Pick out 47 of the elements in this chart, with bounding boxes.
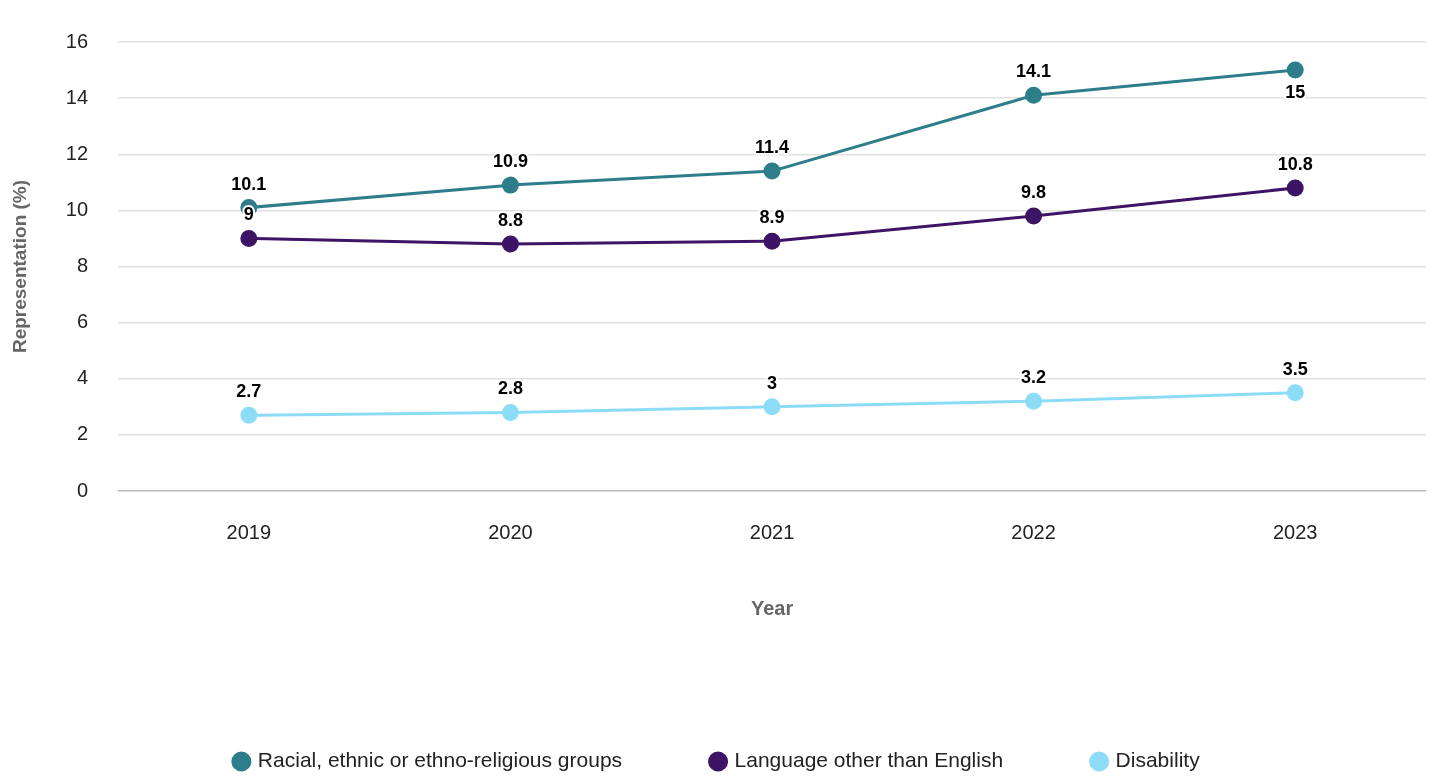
- data-label: 15: [1285, 82, 1306, 103]
- point: [1025, 392, 1043, 410]
- point: [240, 229, 258, 247]
- data-label: 10.8: [1277, 153, 1313, 174]
- point: [1286, 179, 1304, 197]
- point: [1286, 61, 1304, 79]
- data-label: 2.7: [236, 381, 262, 402]
- data-label: 3: [767, 372, 778, 393]
- y-tick-label: 2: [76, 422, 89, 445]
- point: [763, 398, 781, 416]
- point: [501, 235, 519, 253]
- x-tick-label: 2021: [749, 520, 795, 543]
- data-label: 9.8: [1021, 181, 1047, 202]
- data-label: 8.8: [497, 210, 523, 231]
- data-label: 14.1: [1016, 61, 1052, 82]
- data-label: 10.9: [492, 151, 528, 172]
- y-tick-label: 16: [65, 29, 89, 52]
- point: [240, 406, 258, 424]
- data-label: 2.8: [497, 378, 523, 399]
- y-tick-label: 12: [65, 141, 89, 164]
- point: [1286, 384, 1304, 402]
- data-label: 10.1: [231, 173, 267, 194]
- y-tick-label: 0: [76, 478, 89, 501]
- legend-label: Disability: [1115, 748, 1201, 772]
- point: [763, 232, 781, 250]
- y-axis-title: Representation (%): [8, 179, 30, 354]
- point: [501, 403, 519, 421]
- x-tick-label: 2022: [1011, 520, 1056, 543]
- legend-label: Racial, ethnic or ethno-religious groups: [257, 748, 623, 772]
- y-tick-label: 10: [65, 197, 89, 220]
- y-tick-label: 8: [76, 254, 89, 277]
- y-tick-label: 14: [65, 85, 89, 108]
- y-tick-label: 4: [76, 366, 89, 389]
- x-axis-title: Year: [750, 596, 794, 619]
- point: [501, 176, 519, 194]
- point: [1025, 86, 1043, 104]
- x-tick-label: 2020: [488, 520, 533, 543]
- y-tick-label: 6: [76, 310, 89, 333]
- data-label: 3.5: [1282, 358, 1308, 379]
- legend-label: Language other than English: [734, 748, 1004, 772]
- data-label: 3.2: [1021, 367, 1047, 388]
- data-label: 11.4: [755, 137, 790, 158]
- x-tick-label: 2019: [226, 520, 272, 543]
- data-label: 8.9: [759, 207, 785, 228]
- x-tick-label: 2023: [1272, 520, 1318, 543]
- point: [1025, 207, 1043, 225]
- point: [763, 162, 781, 180]
